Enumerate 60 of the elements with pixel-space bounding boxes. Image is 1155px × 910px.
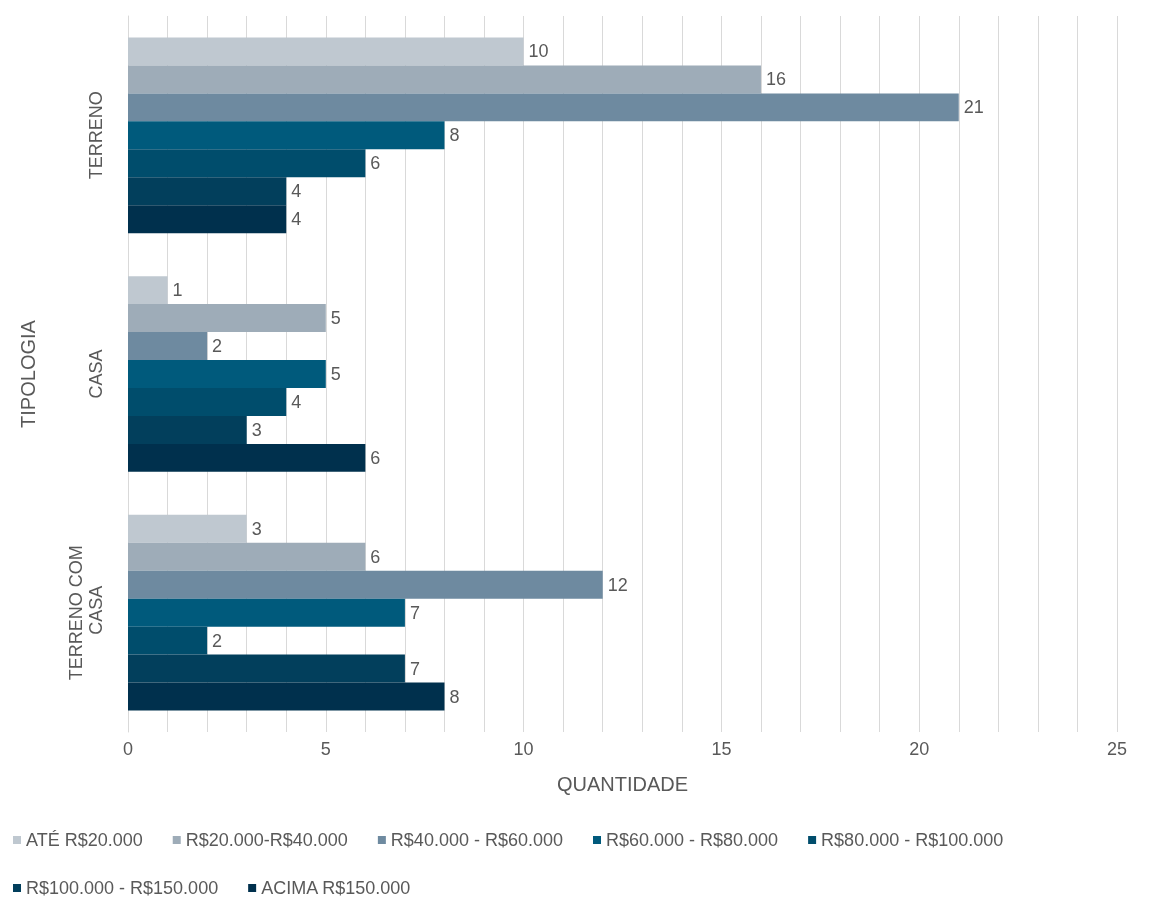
legend-label: ATÉ R$20.000: [26, 830, 143, 850]
x-tick-label: 5: [320, 739, 331, 759]
legend-label: ACIMA R$150.000: [261, 878, 411, 898]
x-tick-label: 20: [909, 739, 930, 759]
bar: [128, 626, 208, 655]
data-label: 4: [291, 391, 302, 412]
data-label: 3: [251, 518, 262, 539]
data-label: 16: [765, 69, 786, 90]
bar: [128, 654, 405, 683]
bar: [128, 65, 761, 94]
bar: [128, 93, 959, 122]
data-label: 6: [370, 447, 381, 468]
bar: [128, 121, 445, 150]
data-label: 2: [212, 630, 223, 651]
y-axis-title: TIPOLOGIA: [17, 319, 39, 428]
data-label: 5: [330, 308, 341, 329]
bar: [128, 332, 208, 361]
data-label: 3: [251, 419, 262, 440]
data-label: 12: [607, 574, 628, 595]
bar: [128, 205, 287, 234]
data-label: 4: [291, 181, 302, 202]
x-tick-label: 0: [122, 739, 134, 759]
data-label: 6: [370, 546, 381, 567]
bar: [128, 177, 287, 206]
bar: [128, 37, 524, 66]
data-label: 7: [409, 658, 420, 679]
y-tick-label: CASA: [86, 349, 106, 399]
legend-label: R$80.000 - R$100.000: [821, 830, 1004, 850]
y-tick-label: TERRENO COM CASA: [66, 545, 106, 681]
legend-label: R$100.000 - R$150.000: [26, 878, 219, 898]
data-label: 4: [291, 209, 302, 230]
data-label: 21: [963, 97, 984, 118]
x-tick-label: 10: [513, 739, 534, 759]
bar: [128, 514, 247, 543]
y-tick-label: TERRENO: [86, 91, 106, 180]
data-label: 7: [409, 602, 420, 623]
bar: [128, 276, 168, 305]
x-tick-label: 25: [1106, 739, 1128, 759]
data-label: 6: [370, 153, 381, 174]
bar: [128, 598, 405, 627]
legend-label: R$20.000-R$40.000: [185, 830, 348, 850]
x-axis-title: QUANTIDADE: [556, 773, 689, 795]
bar: [128, 360, 326, 388]
bar: [128, 387, 287, 416]
data-label: 8: [449, 686, 460, 707]
data-label: 2: [212, 336, 223, 357]
bar: [128, 542, 366, 571]
legend-label: R$60.000 - R$80.000: [605, 830, 779, 850]
bar: [128, 304, 326, 333]
data-label: 1: [172, 280, 183, 301]
data-label: 8: [449, 125, 460, 146]
bar: [128, 570, 603, 599]
data-label: 10: [528, 41, 549, 62]
bar: [128, 682, 445, 711]
data-label: 5: [330, 364, 341, 384]
x-tick-label: 15: [711, 739, 732, 759]
bar: [128, 443, 366, 472]
bar: [128, 415, 247, 444]
legend-label: R$40.000 - R$60.000: [390, 830, 563, 850]
bar: [128, 149, 366, 178]
